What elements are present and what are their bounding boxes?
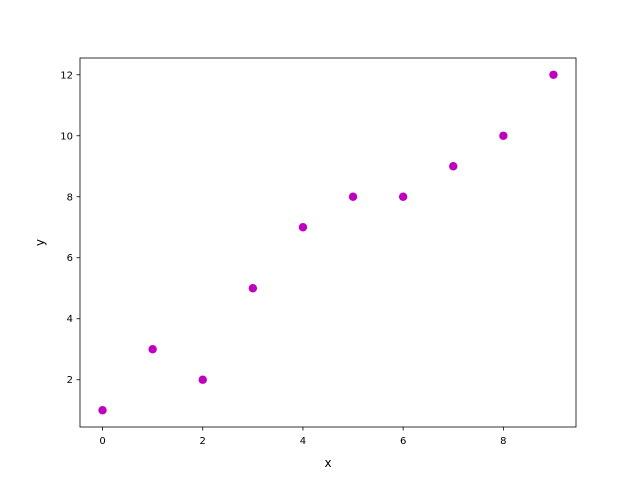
data-point [148,345,157,354]
data-point [98,406,107,415]
data-point [298,223,308,232]
x-axis-label: x [324,456,331,470]
data-point [248,284,258,293]
data-point [449,162,458,171]
y-tick-label: 6 [67,253,73,264]
data-point [549,70,558,79]
x-tick-label: 4 [300,436,306,447]
x-tick-label: 0 [99,436,105,447]
y-tick-label: 4 [67,314,73,325]
y-tick-label: 2 [67,375,73,386]
points-layer [98,70,558,415]
y-tick-label: 8 [67,192,73,203]
data-point [348,192,358,201]
axes-frame [79,57,577,428]
y-tick-label: 10 [60,131,73,142]
data-point [499,131,508,140]
y-tick-label: 12 [60,70,73,81]
x-tick-label: 2 [200,436,206,447]
x-tick-label: 6 [400,436,406,447]
x-tick-label: 8 [500,436,506,447]
x-ticks: 0 2 4 6 8 [99,427,507,447]
y-axis-label: y [33,239,47,246]
data-point [398,192,408,201]
y-ticks: 2 4 6 8 10 12 [60,70,80,386]
data-point [198,375,207,384]
